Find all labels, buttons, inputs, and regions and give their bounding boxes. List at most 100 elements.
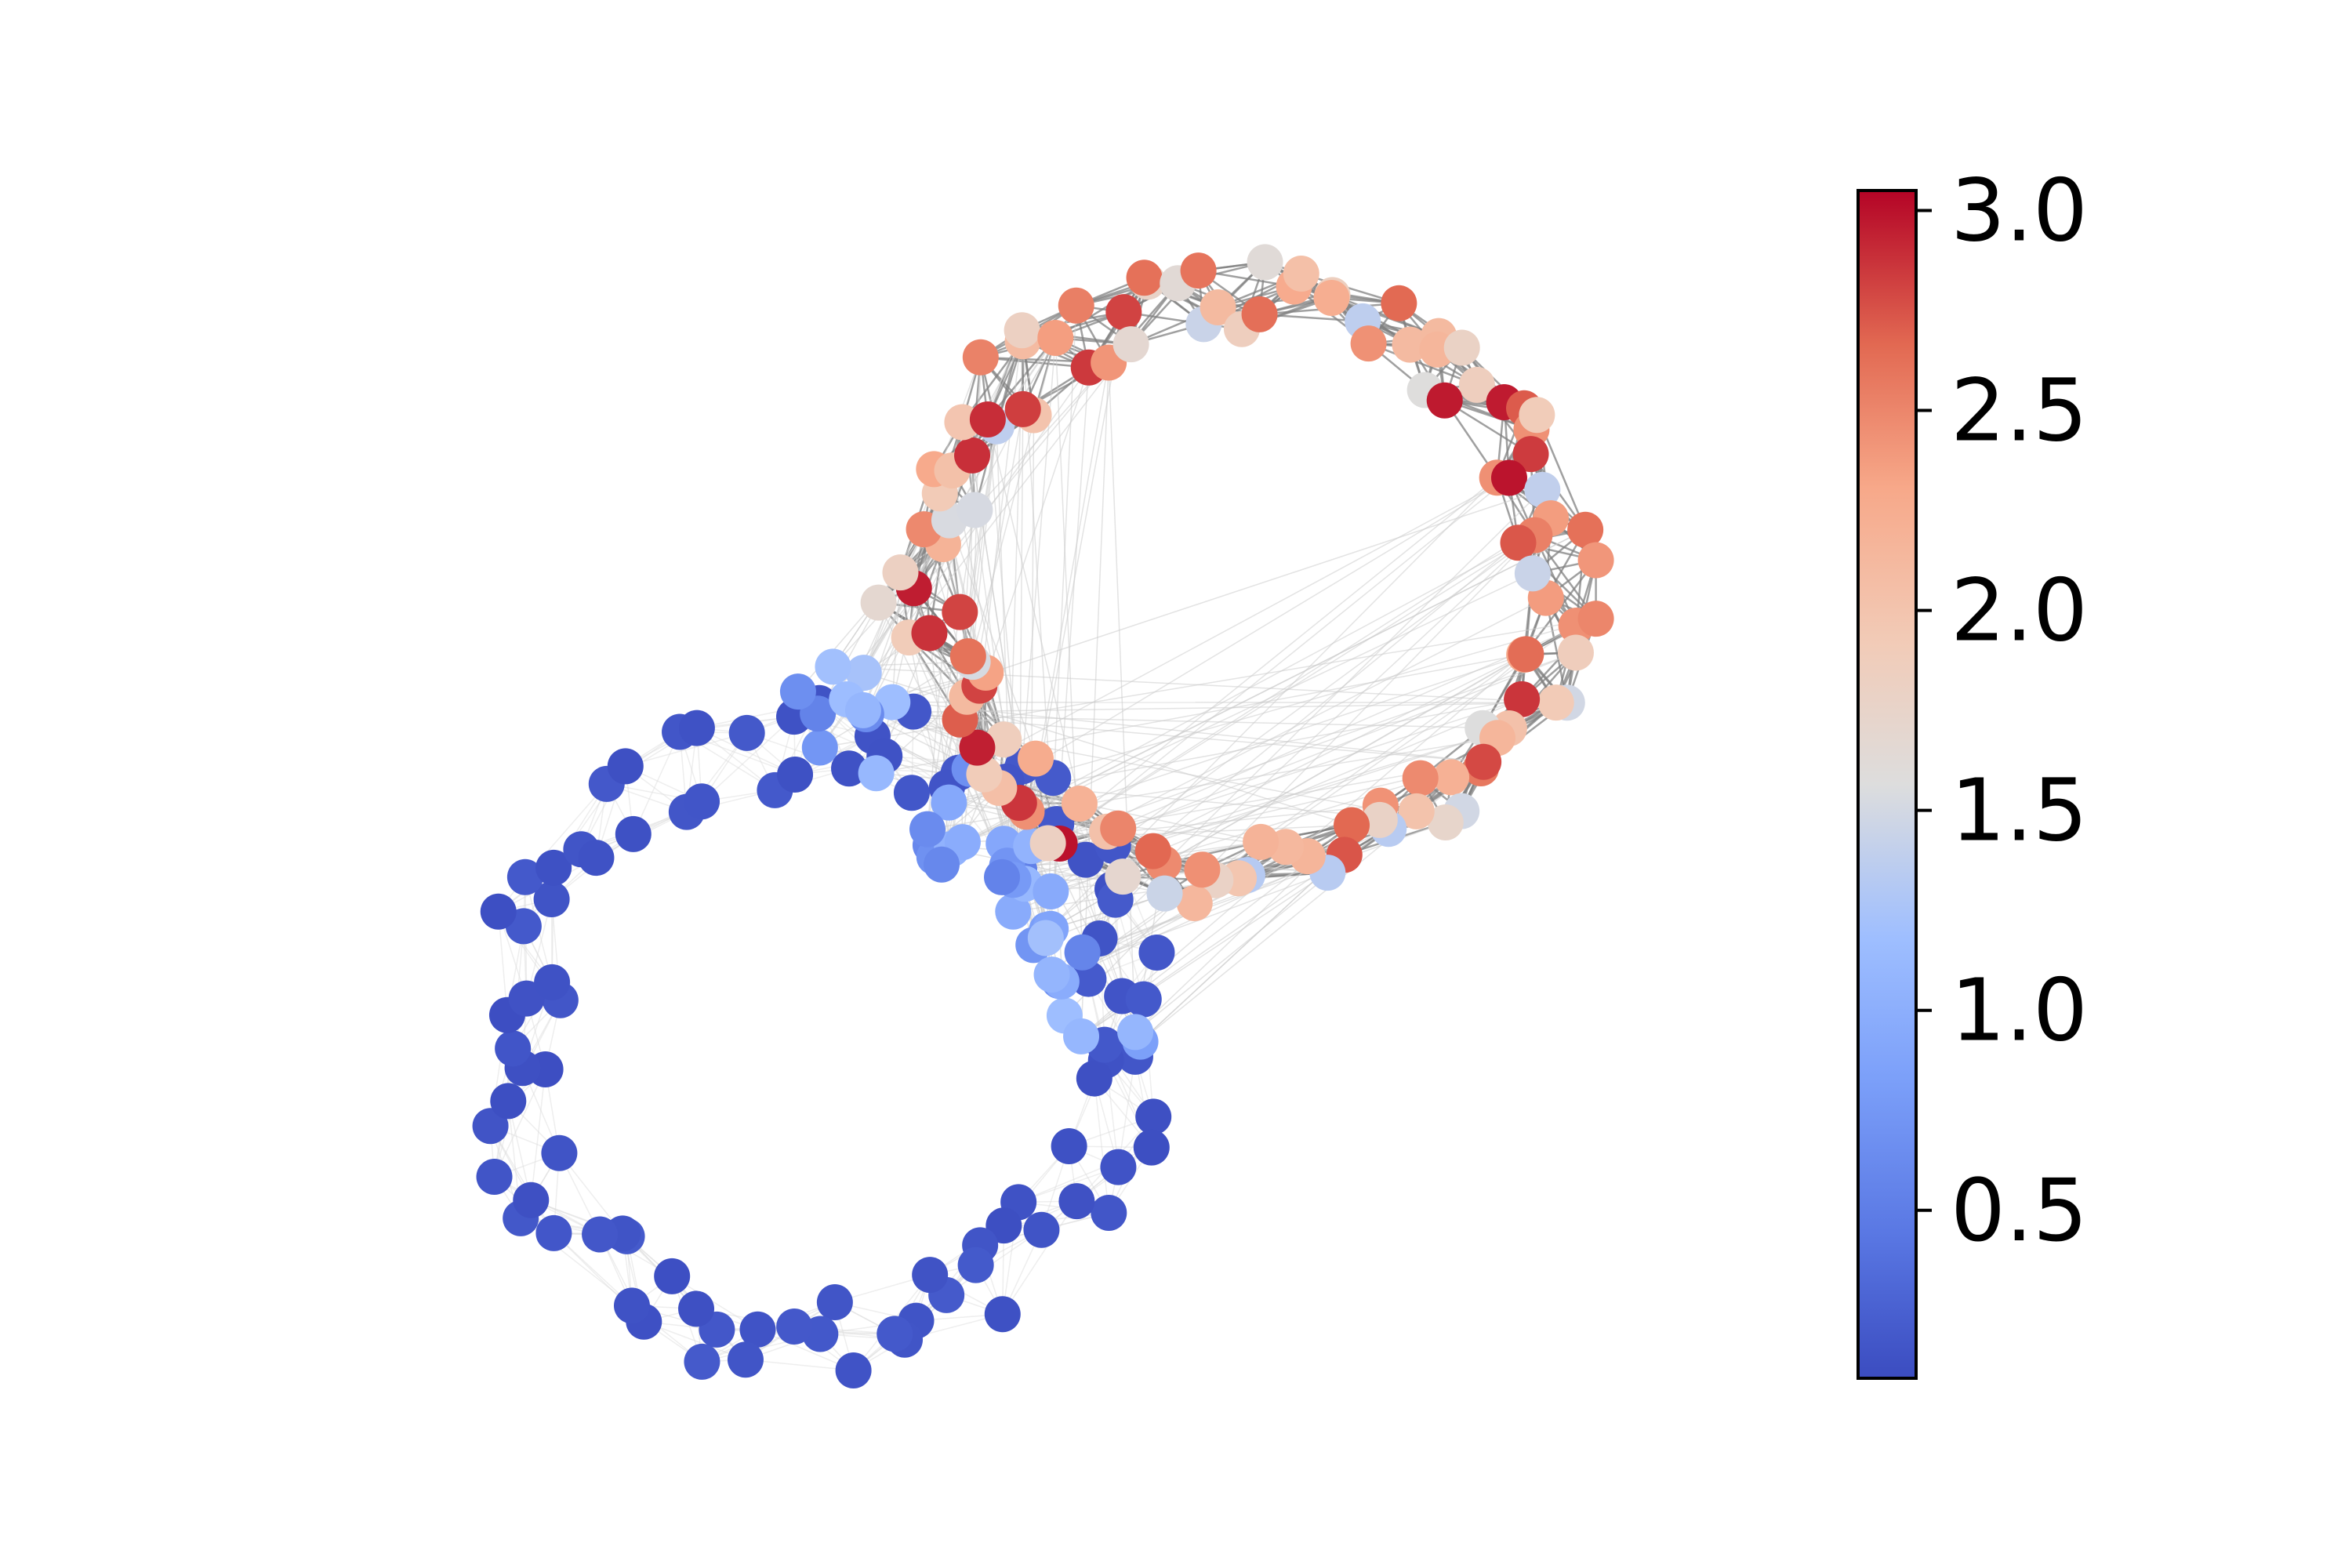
graph-node [1100, 810, 1137, 847]
graph-node [1392, 326, 1428, 363]
graph-edge [951, 529, 1586, 850]
graph-node [1184, 851, 1221, 888]
graph-edge [1002, 1200, 1078, 1315]
graph-node [1508, 636, 1544, 673]
graph-node [1577, 542, 1614, 579]
graph-node [1567, 511, 1604, 548]
graph-node [476, 1159, 513, 1196]
graph-node [607, 748, 644, 785]
graph-node [1537, 684, 1574, 721]
graph-edge [1007, 517, 1552, 866]
graph-node [533, 880, 570, 917]
graph-node [959, 729, 996, 766]
graph-node [877, 1316, 913, 1352]
graph-node [1350, 325, 1387, 362]
colorbar-ticks: 0.5 1.0 1.5 2.0 2.5 3.0 [1916, 161, 2088, 1261]
graph-node [1577, 601, 1614, 637]
graph-node [513, 1181, 550, 1218]
graph-node [1135, 1098, 1172, 1135]
graph-edge [1061, 625, 1577, 982]
graph-edge [1001, 841, 1261, 878]
graph-node [1125, 981, 1162, 1018]
graph-edge [530, 1069, 546, 1200]
graph-node [1514, 555, 1551, 592]
graph-node [578, 840, 615, 877]
graph-node [1100, 1149, 1137, 1185]
colorbar-tick-label: 2.0 [1951, 561, 2088, 661]
graph-node [534, 964, 571, 1000]
graph-node [1519, 397, 1555, 434]
graph-node [776, 1308, 813, 1345]
graph-node [1443, 329, 1480, 366]
graph-node [1004, 390, 1041, 427]
graph-node [1146, 875, 1183, 912]
graph-node [1105, 294, 1142, 331]
graph-node [912, 1257, 949, 1294]
graph-node [1512, 436, 1549, 473]
graph-edge [625, 732, 747, 768]
graph-node [957, 1247, 994, 1283]
graph-node [1134, 833, 1171, 869]
graph-edge [877, 602, 1062, 982]
graph-node [535, 1214, 572, 1251]
graph-node [541, 1134, 578, 1171]
graph-node [1247, 244, 1283, 281]
graph-node [684, 783, 720, 820]
graph-node [1427, 804, 1464, 840]
graph-node [949, 638, 986, 675]
graph-node [777, 756, 814, 793]
colorbar-tick-label: 1.5 [1951, 760, 2088, 861]
graph-node [924, 846, 960, 883]
graph-node [1061, 785, 1098, 822]
graph-node [490, 1083, 527, 1120]
graph-node [1105, 858, 1142, 895]
graph-node [984, 1296, 1021, 1333]
graph-node [1051, 1127, 1087, 1164]
graph-node [1243, 823, 1279, 860]
graph-node [728, 714, 765, 751]
graph-node [1334, 807, 1370, 844]
colorbar: 0.5 1.0 1.5 2.0 2.5 3.0 [1857, 161, 2088, 1380]
graph-node [1112, 326, 1149, 363]
graph-node [984, 858, 1021, 895]
graph-node [1361, 801, 1398, 838]
graph-node [1091, 1194, 1127, 1231]
graph-node [815, 648, 851, 685]
graph-edge [1094, 1078, 1110, 1214]
graph-edge [1108, 362, 1136, 1033]
graph-edge [644, 1321, 746, 1360]
graph-node [1058, 1183, 1095, 1220]
graph-node [654, 1258, 691, 1294]
graph-node [1037, 319, 1074, 356]
graph-node [1402, 760, 1439, 797]
colorbar-tick-label: 1.0 [1951, 960, 2088, 1061]
graph-node [860, 584, 897, 621]
graph-node [931, 784, 967, 821]
graph-node [845, 655, 882, 691]
colorbar-tick-label: 3.0 [1951, 161, 2088, 261]
graph-edge [833, 666, 1556, 703]
graph-edge [745, 1359, 854, 1371]
graph-node [684, 1343, 720, 1380]
graph-node [1381, 285, 1417, 321]
graph-node [472, 1108, 509, 1145]
graph-node [1398, 793, 1435, 829]
graph-edge [969, 477, 1510, 770]
graph-edge [489, 1125, 555, 1234]
graph-node [1504, 681, 1541, 717]
graph-node [495, 1030, 532, 1067]
graph-node [1004, 312, 1040, 349]
graph-node [1023, 1211, 1060, 1248]
graph-node [1458, 366, 1495, 403]
graph-node [1067, 841, 1104, 878]
graph-node [582, 1216, 619, 1253]
graph-node [882, 554, 919, 591]
graph-edge [892, 701, 1567, 704]
graph-node [615, 815, 652, 852]
colorbar-tick-label: 0.5 [1951, 1160, 2088, 1261]
graph-edge [493, 1069, 546, 1178]
graph-node [816, 1284, 853, 1321]
graph-node [962, 339, 999, 376]
graph-node [1033, 873, 1069, 910]
graph-node [480, 893, 517, 930]
